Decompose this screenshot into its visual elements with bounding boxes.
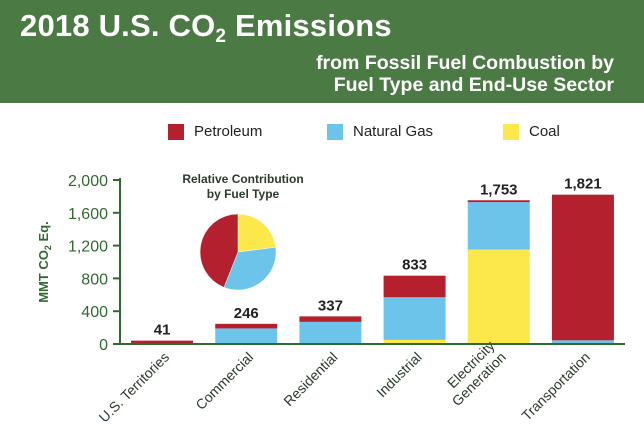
category-label-u-s-territories: U.S. Territories xyxy=(96,349,173,426)
legend-label-coal: Coal xyxy=(529,123,560,140)
pie-slice-petroleum xyxy=(199,213,239,288)
bar-total-label: 1,821 xyxy=(564,176,602,193)
legend-label-natural-gas: Natural Gas xyxy=(353,123,434,140)
y-tick-label: 400 xyxy=(81,304,108,321)
bar-residential-petroleum xyxy=(299,316,362,322)
title-subscript: 2 xyxy=(215,26,227,47)
legend-swatch-coal xyxy=(503,124,519,140)
bar-total-label: 246 xyxy=(234,305,259,322)
title-end: Emissions xyxy=(226,8,392,43)
bar-total-label: 41 xyxy=(154,322,171,339)
category-label-commercial: Commercial xyxy=(192,349,256,413)
title-main: 2018 U.S. CO xyxy=(20,8,216,43)
bar-transportation-natural-gas xyxy=(551,340,614,344)
y-tick-label: 1,600 xyxy=(68,206,108,223)
page-title: 2018 U.S. CO2 Emissions xyxy=(20,8,392,48)
category-label-industrial: Industrial xyxy=(373,349,424,400)
category-label-line: Transportation xyxy=(518,349,593,424)
bar-transportation-petroleum xyxy=(551,194,614,341)
legend-swatch-natural-gas xyxy=(327,124,343,140)
pie-title-line-1: Relative Contribution xyxy=(182,172,304,186)
category-label-line: Commercial xyxy=(192,349,256,413)
header-banner: 2018 U.S. CO2 Emissions from Fossil Fuel… xyxy=(0,0,644,103)
legend-swatch-petroleum xyxy=(168,124,184,140)
bar-total-label: 1,753 xyxy=(480,181,518,198)
bar-electricity-generation-petroleum xyxy=(467,200,530,203)
category-label-line: Residential xyxy=(280,349,340,409)
bar-industrial-coal xyxy=(383,339,446,344)
bar-residential-natural-gas xyxy=(299,321,362,344)
y-tick-label: 1,200 xyxy=(68,239,108,256)
category-label-residential: Residential xyxy=(280,349,340,409)
legend-label-petroleum: Petroleum xyxy=(194,123,263,140)
bar-commercial-petroleum xyxy=(215,323,278,329)
y-tick-label: 0 xyxy=(99,337,108,354)
category-label-line: Industrial xyxy=(373,349,424,400)
pie-slice-coal xyxy=(237,213,276,253)
bar-commercial-natural-gas xyxy=(215,328,278,344)
bar-total-label: 337 xyxy=(318,297,343,314)
bar-electricity-generation-natural-gas xyxy=(467,202,530,250)
y-tick-label: 2,000 xyxy=(68,173,108,190)
y-axis-title-end: Eq. xyxy=(36,221,51,245)
y-axis-title: MMT CO2 Eq. xyxy=(36,221,53,303)
pie-slice-natural-gas xyxy=(223,246,277,291)
pie-title: Relative Contribution by Fuel Type xyxy=(178,172,308,202)
category-label-electricity-generation: ElectricityGeneration xyxy=(437,337,509,409)
bar-industrial-natural-gas xyxy=(383,297,446,340)
bar-u-s-territories-petroleum xyxy=(131,340,194,344)
category-label-transportation: Transportation xyxy=(518,349,593,424)
y-tick-label: 800 xyxy=(81,271,108,288)
category-label-line: U.S. Territories xyxy=(96,349,173,426)
y-axis-title-main: MMT CO xyxy=(36,250,51,303)
bar-electricity-generation-coal xyxy=(467,249,530,344)
y-axis-title-subscript: 2 xyxy=(43,245,53,250)
subtitle-line-2: Fuel Type and End-Use Sector xyxy=(333,74,614,96)
bar-industrial-petroleum xyxy=(383,275,446,298)
subtitle-line-1: from Fossil Fuel Combustion by xyxy=(316,52,614,74)
bar-total-label: 833 xyxy=(402,257,427,274)
pie-title-line-2: by Fuel Type xyxy=(206,187,280,201)
